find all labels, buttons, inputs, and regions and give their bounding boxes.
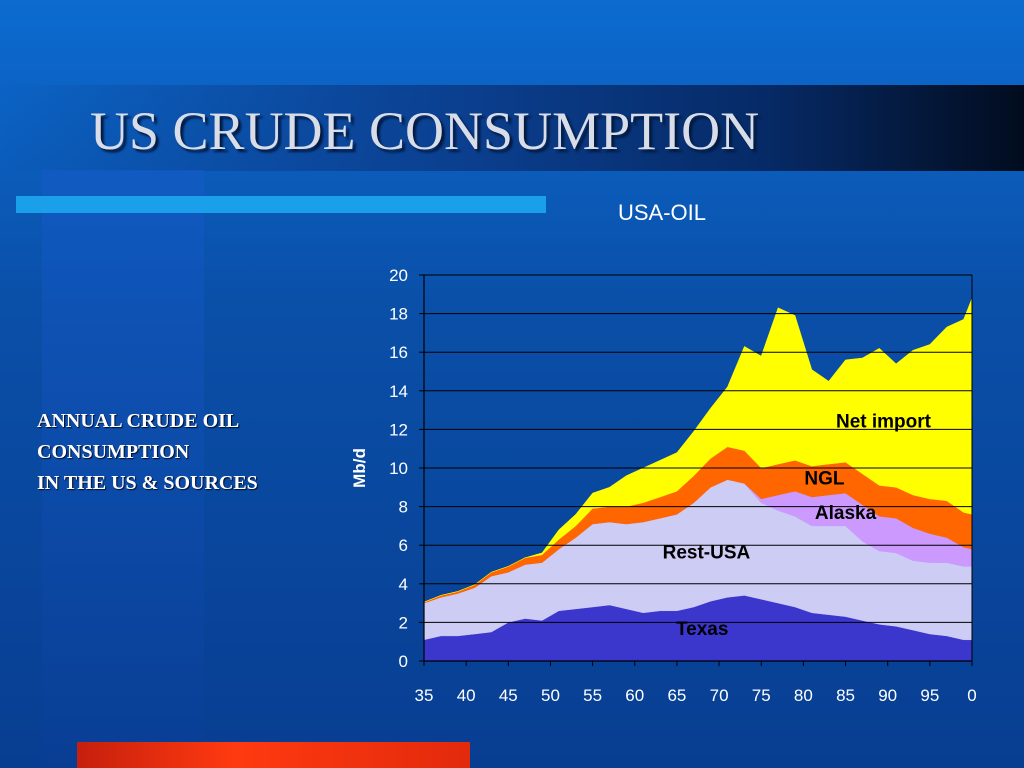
side-description: ANNUAL CRUDE OIL CONSUMPTION IN THE US &… (37, 406, 258, 499)
x-tick-label: 65 (667, 686, 686, 705)
x-tick-label: 50 (541, 686, 560, 705)
x-tick-label: 75 (752, 686, 771, 705)
x-tick-label: 85 (836, 686, 855, 705)
y-tick-label: 12 (389, 420, 408, 439)
x-tick-label: 95 (920, 686, 939, 705)
accent-bar (16, 196, 546, 213)
y-tick-label: 2 (399, 613, 408, 632)
series-label-ngl: NGL (804, 468, 845, 489)
area-series-group (423, 298, 973, 662)
y-tick-label: 4 (399, 575, 408, 594)
series-label-net-import: Net import (836, 411, 932, 432)
y-tick-label: 20 (389, 266, 408, 285)
gridlines (424, 274, 972, 623)
chart-title: USA-OIL (618, 200, 706, 225)
x-tick-label: 55 (583, 686, 602, 705)
side-text-line-2: CONSUMPTION (37, 441, 190, 463)
x-tick-label: 80 (794, 686, 813, 705)
series-label-alaska: Alaska (815, 503, 877, 524)
title-band (0, 85, 1024, 171)
x-tick-label: 70 (710, 686, 729, 705)
axes: 0 2 4 6 8 10 12 14 16 18 20 35 40 45 50 55 60 65 70 75 80 85 9… (389, 266, 977, 705)
y-tick-label: 0 (399, 652, 408, 671)
series-labels: Texas Rest-USA Alaska NGL Net import (663, 411, 932, 639)
side-text-line-3: IN THE US & SOURCES (37, 472, 258, 494)
series-label-texas: Texas (676, 619, 728, 640)
y-tick-label: 18 (389, 305, 408, 324)
x-tick-label: 90 (878, 686, 897, 705)
x-tick-label: 0 (967, 686, 976, 705)
side-text-line-1: ANNUAL CRUDE OIL (37, 410, 240, 432)
x-tick-label: 35 (415, 686, 434, 705)
y-tick-label: 14 (389, 382, 408, 401)
y-tick-label: 16 (389, 343, 408, 362)
y-tick-label: 8 (399, 498, 408, 517)
series-label-rest-usa: Rest-USA (663, 543, 751, 564)
bottom-accent-bar (77, 742, 470, 768)
x-tick-label: 60 (625, 686, 644, 705)
left-panel-decoration (42, 170, 204, 768)
y-axis-label: Mb/d (350, 448, 369, 488)
x-tick-label: 40 (457, 686, 476, 705)
x-tick-label: 45 (499, 686, 518, 705)
slide-title: US CRUDE CONSUMPTION (90, 101, 760, 161)
y-tick-label: 10 (389, 459, 408, 478)
y-tick-label: 6 (399, 536, 408, 555)
